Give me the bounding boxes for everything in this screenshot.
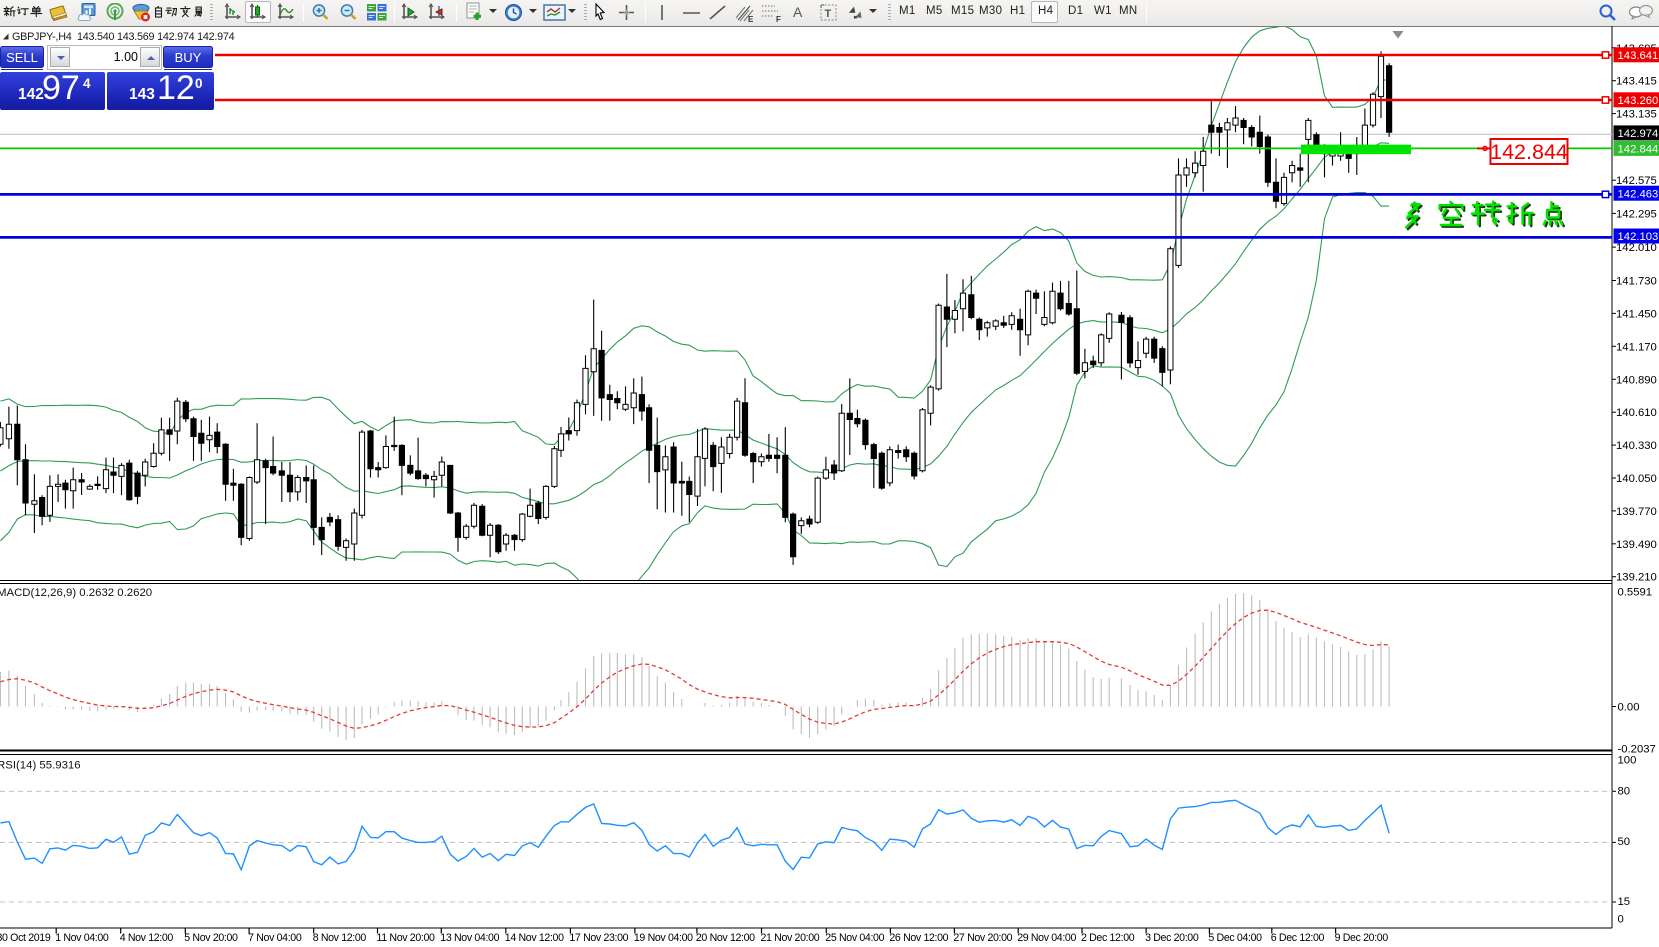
svg-text:27 Nov 20:00: 27 Nov 20:00 xyxy=(953,932,1012,944)
svg-text:0: 0 xyxy=(1618,914,1624,926)
svg-text:11 Nov 20:00: 11 Nov 20:00 xyxy=(377,932,435,944)
svg-text:26 Nov 12:00: 26 Nov 12:00 xyxy=(889,932,948,944)
svg-text:7 Nov 04:00: 7 Nov 04:00 xyxy=(248,932,302,944)
svg-text:T: T xyxy=(825,8,832,20)
svg-text:140.890: 140.890 xyxy=(1616,374,1657,386)
svg-text:142.844: 142.844 xyxy=(1618,144,1659,156)
svg-text:2 Dec 12:00: 2 Dec 12:00 xyxy=(1081,932,1135,944)
svg-text:20 Nov 12:00: 20 Nov 12:00 xyxy=(696,932,755,944)
svg-text:-0.2037: -0.2037 xyxy=(1618,743,1656,755)
svg-text:140.050: 140.050 xyxy=(1616,473,1657,485)
svg-text:RSI(14) 55.9316: RSI(14) 55.9316 xyxy=(0,760,81,772)
svg-text:142.844: 142.844 xyxy=(1490,140,1568,164)
svg-text:1 Nov 04:00: 1 Nov 04:00 xyxy=(55,932,109,944)
svg-text:0.00: 0.00 xyxy=(1618,702,1640,714)
svg-text:143.260: 143.260 xyxy=(1618,95,1659,107)
svg-text:139.490: 139.490 xyxy=(1616,539,1657,551)
svg-text:5 Dec 04:00: 5 Dec 04:00 xyxy=(1208,932,1262,944)
svg-text:141.170: 141.170 xyxy=(1616,341,1657,353)
svg-text:143.415: 143.415 xyxy=(1616,76,1657,88)
svg-text:142.103: 142.103 xyxy=(1618,231,1659,243)
svg-text:143.135: 143.135 xyxy=(1616,109,1657,121)
svg-text:14 Nov 12:00: 14 Nov 12:00 xyxy=(505,932,564,944)
svg-text:E: E xyxy=(748,15,754,23)
svg-text:4 Nov 12:00: 4 Nov 12:00 xyxy=(120,932,174,944)
svg-text:140.330: 140.330 xyxy=(1616,440,1657,452)
svg-text:141.730: 141.730 xyxy=(1616,276,1657,288)
svg-text:8 Nov 12:00: 8 Nov 12:00 xyxy=(313,932,367,944)
svg-text:21 Nov 20:00: 21 Nov 20:00 xyxy=(761,932,820,944)
svg-text:F: F xyxy=(776,15,781,23)
svg-text:80: 80 xyxy=(1618,786,1631,798)
svg-text:142.010: 142.010 xyxy=(1616,242,1657,254)
svg-text:3 Dec 20:00: 3 Dec 20:00 xyxy=(1145,932,1199,944)
svg-text:139.210: 139.210 xyxy=(1616,572,1657,584)
svg-text:17 Nov 23:00: 17 Nov 23:00 xyxy=(569,932,628,944)
svg-text:141.450: 141.450 xyxy=(1616,308,1657,320)
svg-text:140.610: 140.610 xyxy=(1616,407,1657,419)
svg-text:142.463: 142.463 xyxy=(1618,188,1659,200)
svg-text:19 Nov 04:00: 19 Nov 04:00 xyxy=(634,932,693,944)
svg-text:9 Dec 20:00: 9 Dec 20:00 xyxy=(1335,932,1389,944)
svg-text:25 Nov 04:00: 25 Nov 04:00 xyxy=(825,932,884,944)
svg-text:142.575: 142.575 xyxy=(1616,175,1657,187)
svg-text:142.295: 142.295 xyxy=(1616,208,1657,220)
svg-text:13 Nov 04:00: 13 Nov 04:00 xyxy=(440,932,499,944)
svg-text:0.5591: 0.5591 xyxy=(1618,587,1653,599)
svg-text:15: 15 xyxy=(1618,896,1631,908)
svg-text:143.641: 143.641 xyxy=(1618,50,1659,62)
svg-text:5 Nov 20:00: 5 Nov 20:00 xyxy=(184,932,238,944)
svg-text:142.974: 142.974 xyxy=(1618,128,1659,140)
svg-text:6 Dec 12:00: 6 Dec 12:00 xyxy=(1271,932,1325,944)
svg-text:50: 50 xyxy=(1618,836,1631,848)
svg-text:29 Nov 04:00: 29 Nov 04:00 xyxy=(1017,932,1076,944)
svg-text:GBPJPY-,H4 143.540 143.569 14: GBPJPY-,H4 143.540 143.569 142.974 142.9… xyxy=(12,31,235,43)
svg-text:MACD(12,26,9) 0.2632 0.2620: MACD(12,26,9) 0.2632 0.2620 xyxy=(0,587,152,599)
svg-text:100: 100 xyxy=(1618,755,1637,767)
svg-text:30 Oct 2019: 30 Oct 2019 xyxy=(0,932,51,944)
svg-text:139.770: 139.770 xyxy=(1616,506,1657,518)
